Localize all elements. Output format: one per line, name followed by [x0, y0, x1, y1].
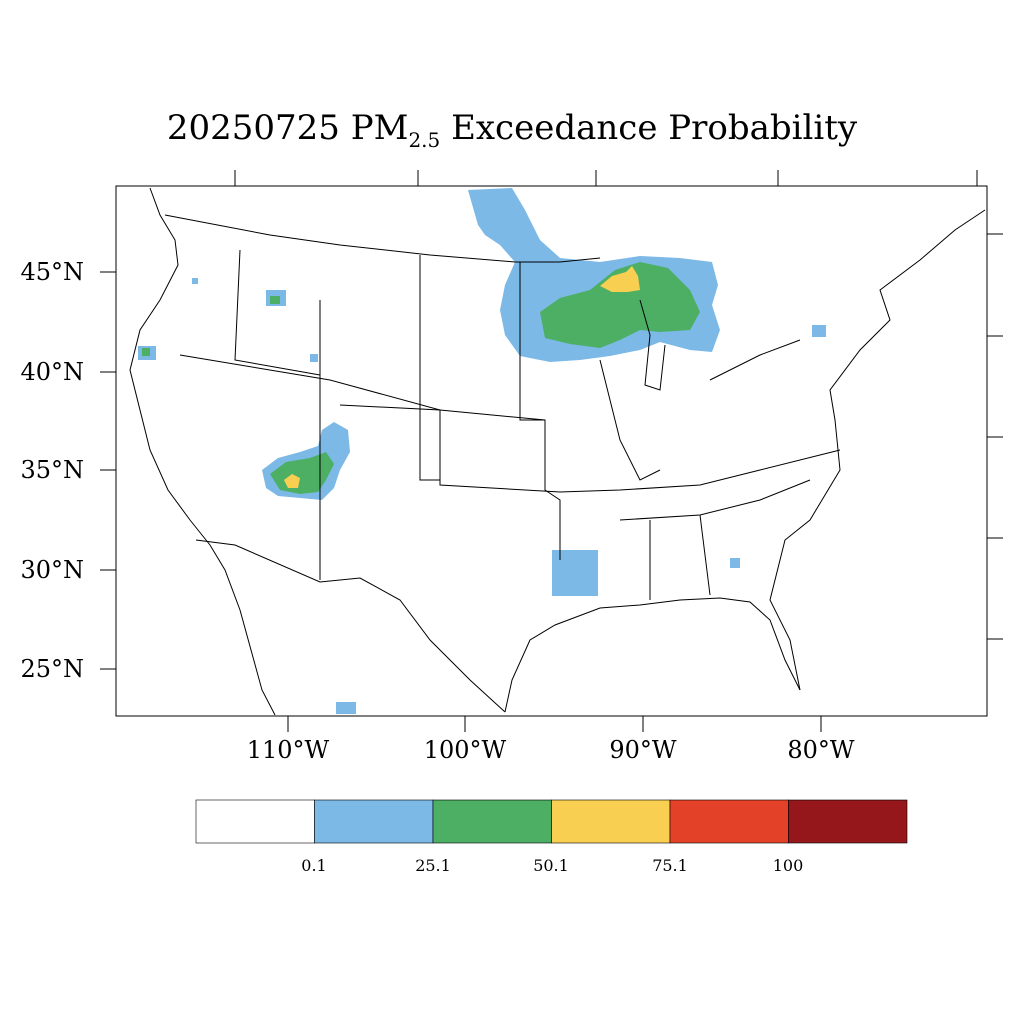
map-ticks: [100, 170, 1003, 732]
lon-label-80w: 80°W: [787, 736, 855, 764]
shade-blue-newyork: [812, 325, 826, 337]
colorbar-label-1: 25.1: [415, 856, 451, 875]
shade-blue-mexico: [336, 702, 356, 714]
title-pm: PM: [350, 108, 409, 148]
gulf-coast-line: [504, 597, 801, 713]
lat-label-30: 30°N: [20, 556, 84, 584]
colorbar-swatch: [669, 799, 789, 844]
colorbar-label-4: 100: [772, 856, 804, 875]
shade-blue-georgia: [730, 558, 740, 568]
shade-yellow-fourcorners: [284, 474, 300, 488]
west-coast-line: [129, 187, 276, 716]
colorbar-label-2: 50.1: [533, 856, 569, 875]
great-lake-michigan: [639, 299, 666, 391]
shade-green-greatlakes: [540, 262, 700, 348]
state-border-f: [519, 262, 561, 560]
state-border-c: [234, 249, 321, 376]
colorbar-label-3: 75.1: [652, 856, 688, 875]
lat-label-45: 45°N: [20, 258, 84, 286]
east-coast-line: [769, 209, 986, 691]
great-lake-erie: [709, 339, 801, 381]
colorbar-swatch: [788, 799, 908, 844]
shade-blue-texas-la: [552, 550, 598, 596]
colorbar-swatch: [432, 799, 552, 844]
state-border-b: [419, 255, 440, 481]
title-suffix: Exceedance Probability: [451, 108, 858, 148]
shade-blue-oregon: [192, 278, 198, 284]
colorbar: [195, 799, 908, 844]
state-border-e: [339, 404, 841, 493]
map-frame: [115, 185, 988, 717]
map-title: 20250725 PM2.5 Exceedance Probability: [0, 108, 1024, 152]
probability-shading: [138, 188, 826, 714]
lon-label-100w: 100°W: [423, 736, 507, 764]
colorbar-swatch: [551, 799, 671, 844]
state-border-i: [649, 514, 711, 600]
state-border-d: [179, 354, 546, 421]
shade-green-california: [142, 348, 150, 356]
us-mexico-border: [195, 539, 506, 713]
colorbar-label-0: 0.1: [301, 856, 327, 875]
shade-blue-nevada: [310, 354, 318, 362]
state-border-h: [619, 479, 811, 521]
lat-label-35: 35°N: [20, 456, 84, 484]
lat-label-25: 25°N: [20, 655, 84, 683]
shade-green-idaho: [270, 296, 280, 304]
lon-label-90w: 90°W: [609, 736, 677, 764]
us-canada-border: [164, 214, 601, 263]
lon-label-110w: 110°W: [246, 736, 330, 764]
geography-lines: [129, 187, 986, 716]
title-subscript: 2.5: [408, 127, 441, 152]
lat-label-40: 40°N: [20, 358, 84, 386]
shade-yellow-greatlakes: [600, 266, 640, 292]
state-border-g: [599, 359, 661, 481]
colorbar-swatch: [195, 799, 315, 844]
title-date: 20250725: [166, 108, 340, 148]
colorbar-swatch: [314, 799, 434, 844]
